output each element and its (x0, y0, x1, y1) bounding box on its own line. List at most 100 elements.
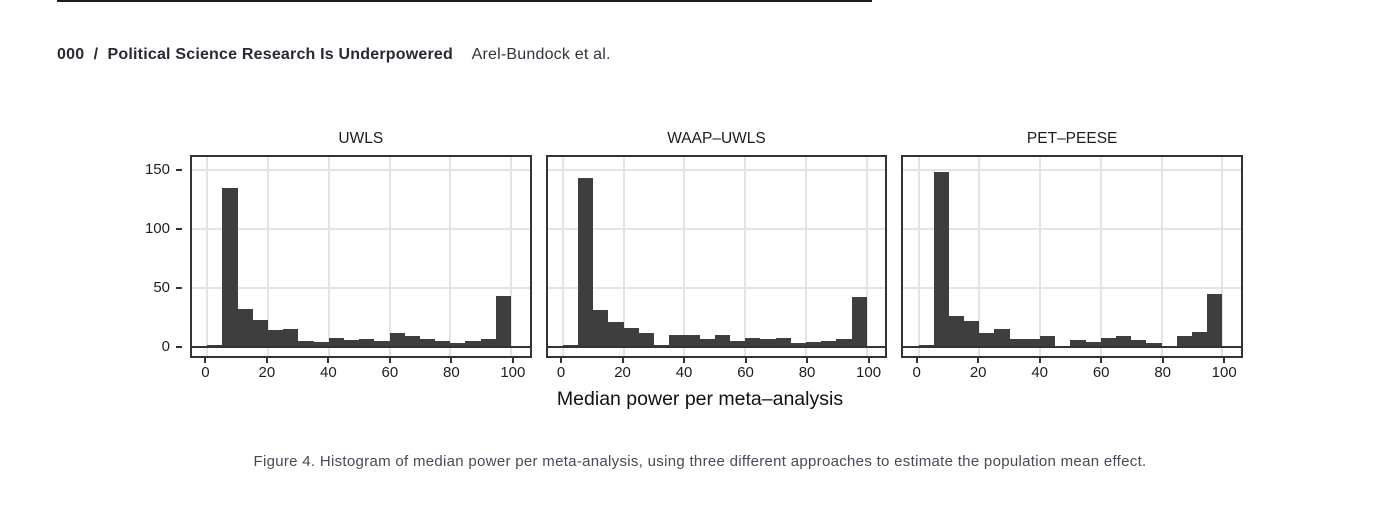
y-axis: 0 50 100 150 (128, 155, 182, 358)
gridline-vertical (1099, 157, 1102, 356)
histogram-bar (298, 341, 314, 347)
histogram-bar (836, 338, 852, 347)
panel-pet-peese: PET–PEESE 0 20 40 60 80 100 (901, 128, 1243, 386)
gridline-vertical (622, 157, 625, 356)
gridline-horizontal (903, 169, 1241, 171)
x-tick-mark (511, 358, 514, 363)
histogram-bar (948, 316, 965, 347)
x-axis-uwls: 0 20 40 60 80 100 (190, 358, 532, 386)
x-axis-title: Median power per meta–analysis (556, 388, 844, 410)
y-tick-mark (176, 169, 182, 171)
x-tick-mark (327, 358, 330, 363)
baseline (903, 346, 1241, 348)
histogram-bar (404, 336, 420, 347)
x-tick-label: 20 (258, 364, 276, 381)
histogram-bar (805, 342, 822, 347)
histogram-bar (1207, 293, 1223, 347)
baseline (192, 346, 530, 348)
histogram-bar (283, 329, 299, 347)
y-tick-mark (176, 287, 182, 289)
gridline-vertical (266, 157, 269, 356)
histogram-bar (638, 332, 654, 347)
histogram-bars (562, 157, 867, 356)
histogram-bar (729, 341, 746, 347)
histogram-bar (821, 341, 837, 347)
histogram-bar (1070, 339, 1086, 347)
x-tick-mark (621, 358, 624, 363)
histogram-bar (714, 335, 730, 347)
gridline-horizontal (192, 287, 530, 289)
histogram-bar (684, 335, 700, 347)
gridline-vertical (388, 157, 391, 356)
histogram-bar (207, 344, 223, 347)
x-tick-mark (1161, 358, 1164, 363)
histogram-bar (1146, 343, 1162, 347)
x-tick-mark (388, 358, 391, 363)
gridline-vertical (561, 157, 564, 356)
gridline-vertical (1160, 157, 1163, 356)
histogram-bar (374, 341, 390, 347)
histogram-bar (1009, 338, 1025, 347)
histogram-bar (964, 321, 980, 347)
x-tick-mark (915, 358, 918, 363)
histogram-bar (1176, 336, 1192, 347)
x-tick-mark (977, 358, 980, 363)
gridline-horizontal (547, 169, 886, 171)
x-tick-label: 40 (675, 364, 693, 381)
y-tick-label: 0 (161, 338, 170, 355)
histogram-bar (1100, 337, 1117, 347)
histogram-bar (222, 187, 238, 347)
x-tick-label: 0 (912, 364, 921, 381)
histogram-bar (790, 343, 806, 347)
x-tick-label: 40 (1031, 364, 1049, 381)
x-tick-mark (450, 358, 453, 363)
panel-title-pet-peese: PET–PEESE (1026, 130, 1118, 147)
histogram-bar (435, 341, 451, 347)
gridline-vertical (449, 157, 452, 356)
running-head: 000 / Political Science Research Is Unde… (57, 46, 611, 64)
histogram-bar (419, 338, 436, 347)
histogram-bar (252, 319, 268, 347)
x-tick-label: 80 (798, 364, 816, 381)
x-tick-label: 40 (320, 364, 337, 381)
histogram-bar (562, 344, 579, 347)
panel-title-uwls: UWLS (338, 130, 384, 147)
gridline-vertical (978, 157, 981, 356)
histogram-bar (994, 329, 1010, 347)
y-tick-mark (176, 346, 182, 348)
figure-caption: Figure 4. Histogram of median power per … (253, 453, 1147, 470)
gridline-vertical (683, 157, 686, 356)
panel-title-waap-uwls: WAAP–UWLS (667, 130, 766, 147)
gridline-horizontal (192, 228, 530, 230)
x-axis-pet-peese: 0 20 40 60 80 100 (901, 358, 1243, 386)
y-tick-label: 100 (144, 220, 170, 237)
histogram-bar (328, 337, 344, 347)
x-tick-mark (867, 358, 870, 363)
histogram-bar (851, 297, 867, 347)
histogram-bar (979, 332, 995, 347)
histogram-bar (1131, 339, 1147, 347)
x-tick-mark (1223, 358, 1226, 363)
x-tick-mark (1100, 358, 1103, 363)
gridline-horizontal (547, 228, 886, 230)
histogram-bar (359, 338, 375, 347)
gridline-horizontal (192, 169, 530, 171)
histogram-plot-uwls (190, 155, 532, 358)
gridline-horizontal (903, 228, 1241, 230)
y-tick-mark (176, 228, 182, 230)
x-axis-waap-uwls: 0 20 40 60 80 100 (546, 358, 888, 386)
x-tick-label: 20 (969, 364, 987, 381)
histogram-bar (495, 296, 512, 347)
running-head-folio: 000 (57, 46, 85, 63)
histogram-bar (1192, 331, 1208, 347)
histogram-bar (1085, 342, 1101, 347)
x-tick-label: 100 (1211, 364, 1237, 381)
x-tick-mark (806, 358, 809, 363)
y-tick-label: 150 (144, 161, 170, 178)
x-tick-label: 60 (737, 364, 754, 381)
x-tick-label: 20 (614, 364, 631, 381)
histogram-bar (450, 343, 466, 347)
histogram-plot-waap-uwls (545, 155, 888, 358)
histogram-bar (593, 310, 609, 347)
histogram-bar (760, 338, 776, 347)
